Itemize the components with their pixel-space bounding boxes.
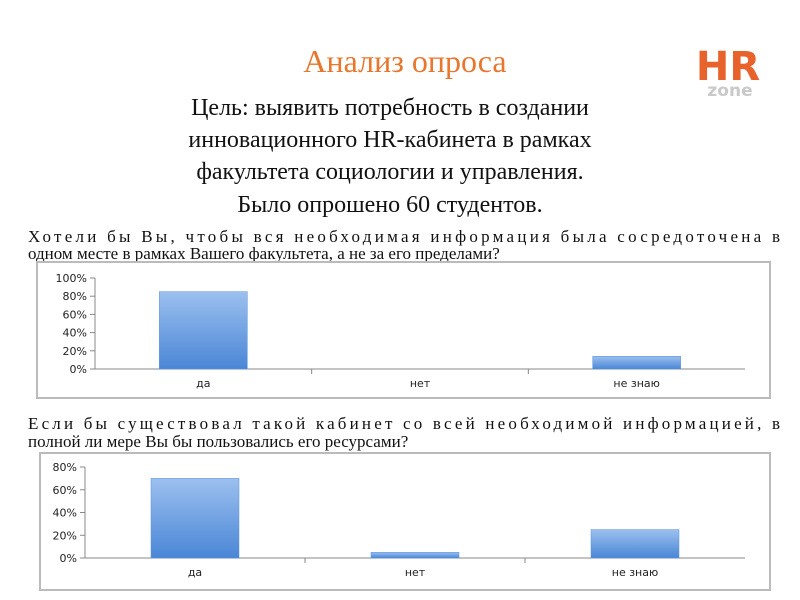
subtitle-line: Было опрошено 60 студентов. — [237, 192, 542, 218]
y-tick-label: 20% — [53, 529, 77, 542]
subtitle-line: Цель: выявить потребность в создании — [191, 95, 589, 121]
y-tick-label: 100% — [56, 272, 87, 285]
x-tick-label: нет — [410, 377, 431, 390]
y-tick-label: 60% — [63, 308, 87, 321]
x-tick-label: нет — [405, 566, 426, 579]
bar — [592, 356, 681, 370]
x-tick-label: не знаю — [612, 566, 659, 579]
x-tick-label: не знаю — [613, 377, 660, 390]
y-tick-label: 60% — [53, 484, 77, 497]
y-tick-label: 20% — [63, 345, 87, 358]
subtitle-line: факультета социологии и управления. — [196, 159, 583, 185]
y-tick-label: 0% — [70, 363, 87, 376]
bar — [150, 478, 240, 559]
slide-title: Анализ опроса — [303, 43, 506, 79]
y-tick-label: 80% — [53, 461, 77, 474]
bar — [159, 291, 248, 370]
logo-hr: HR — [696, 44, 760, 90]
y-tick-label: 0% — [60, 552, 77, 565]
y-tick-label: 40% — [63, 327, 87, 340]
bar — [370, 552, 460, 559]
x-tick-label: да — [196, 377, 210, 390]
chart-frame — [36, 261, 771, 399]
question: одном месте в рамках Вашего факультета, … — [28, 244, 500, 263]
logo-zone: zone — [707, 81, 752, 101]
question: Хотели бы Вы, чтобы вся необходимая инфо… — [28, 227, 780, 246]
subtitle-line: инновационного HR-кабинета в рамках — [188, 127, 591, 153]
bar — [590, 529, 680, 559]
question: полной ли мере Вы бы пользовались его ре… — [28, 432, 408, 451]
question: Если бы существовал такой кабинет со все… — [28, 414, 780, 433]
x-tick-label: да — [188, 566, 202, 579]
y-tick-label: 40% — [53, 507, 77, 520]
y-tick-label: 80% — [63, 290, 87, 303]
